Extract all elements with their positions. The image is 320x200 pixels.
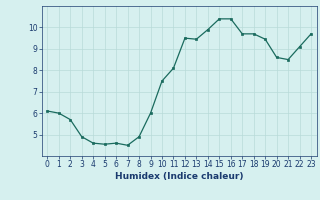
X-axis label: Humidex (Indice chaleur): Humidex (Indice chaleur)	[115, 172, 244, 181]
